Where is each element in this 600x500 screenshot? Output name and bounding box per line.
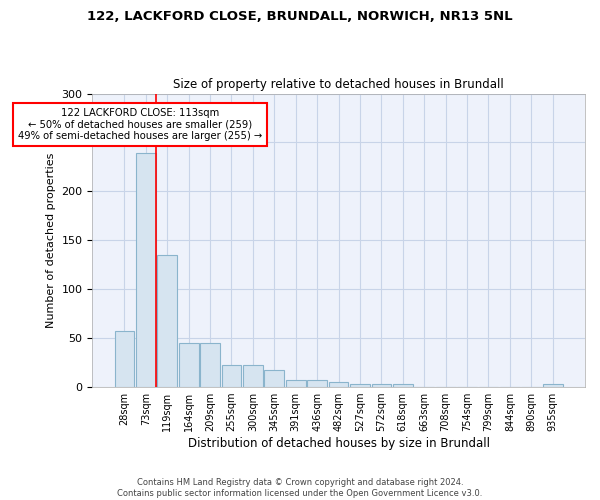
Bar bbox=[221, 364, 241, 387]
Title: Size of property relative to detached houses in Brundall: Size of property relative to detached ho… bbox=[173, 78, 504, 91]
Bar bbox=[136, 153, 155, 387]
X-axis label: Distribution of detached houses by size in Brundall: Distribution of detached houses by size … bbox=[188, 437, 490, 450]
Text: 122, LACKFORD CLOSE, BRUNDALL, NORWICH, NR13 5NL: 122, LACKFORD CLOSE, BRUNDALL, NORWICH, … bbox=[87, 10, 513, 23]
Bar bbox=[350, 384, 370, 387]
Bar bbox=[543, 384, 563, 387]
Bar bbox=[393, 384, 413, 387]
Bar bbox=[329, 382, 349, 387]
Text: Contains HM Land Registry data © Crown copyright and database right 2024.
Contai: Contains HM Land Registry data © Crown c… bbox=[118, 478, 482, 498]
Bar bbox=[115, 332, 134, 387]
Bar bbox=[200, 343, 220, 387]
Bar bbox=[371, 384, 391, 387]
Y-axis label: Number of detached properties: Number of detached properties bbox=[46, 152, 56, 328]
Text: 122 LACKFORD CLOSE: 113sqm
← 50% of detached houses are smaller (259)
49% of sem: 122 LACKFORD CLOSE: 113sqm ← 50% of deta… bbox=[17, 108, 262, 142]
Bar bbox=[265, 370, 284, 387]
Bar bbox=[157, 255, 177, 387]
Bar bbox=[307, 380, 327, 387]
Bar bbox=[243, 364, 263, 387]
Bar bbox=[286, 380, 305, 387]
Bar bbox=[179, 343, 199, 387]
